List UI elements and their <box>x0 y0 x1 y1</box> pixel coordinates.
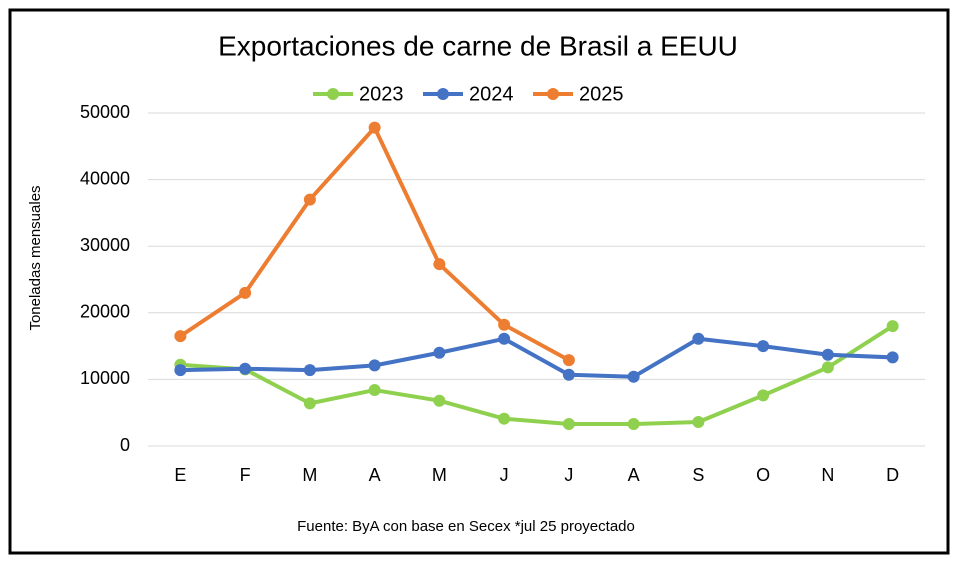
data-point <box>627 370 640 383</box>
data-point <box>757 389 770 402</box>
x-tick-label: J <box>564 465 573 485</box>
data-point <box>757 340 770 353</box>
data-point <box>239 362 252 375</box>
y-tick-label: 10000 <box>80 368 130 388</box>
series-line <box>180 336 893 379</box>
y-tick-label: 0 <box>120 435 130 455</box>
series-line <box>180 324 894 427</box>
data-point <box>174 364 187 377</box>
legend-marker <box>547 88 559 100</box>
data-point <box>627 418 640 431</box>
x-tick-label: A <box>369 465 381 485</box>
data-point <box>433 394 446 407</box>
data-point <box>433 258 446 271</box>
data-point <box>692 416 705 429</box>
frame <box>8 8 950 555</box>
x-tick-label: O <box>756 465 770 485</box>
data-point <box>303 397 316 410</box>
data-point <box>562 368 575 381</box>
data-point <box>498 332 511 345</box>
data-point <box>692 332 705 345</box>
data-point <box>562 418 575 431</box>
x-tick-label: F <box>240 465 251 485</box>
y-tick-label: 30000 <box>80 235 130 255</box>
y-axis-label: Toneladas mensuales <box>27 185 44 330</box>
source: Fuente: ByA con base en Secex *jul 25 pr… <box>297 518 635 535</box>
x-tick-label: M <box>302 465 317 485</box>
y-tick-label: 40000 <box>80 168 130 188</box>
data-point <box>821 361 834 374</box>
y-tick-label: 50000 <box>80 102 130 122</box>
data-point <box>498 318 511 331</box>
data-point <box>368 359 381 372</box>
chart-title: Exportaciones de carne de Brasil a EEUU <box>218 30 738 61</box>
legend-label: 2024 <box>469 83 514 105</box>
data-point <box>433 346 446 359</box>
x-tick-label: J <box>500 465 509 485</box>
data-point <box>821 348 834 361</box>
data-point <box>303 193 316 206</box>
legend-label: 2023 <box>359 83 404 105</box>
data-point <box>174 330 187 343</box>
legend-marker <box>437 88 449 100</box>
data-point <box>303 364 316 377</box>
data-point <box>368 121 381 134</box>
data-point <box>886 351 899 364</box>
x-tick-label: M <box>432 465 447 485</box>
legend-marker <box>327 88 339 100</box>
x-tick-label: A <box>628 465 640 485</box>
x-tick-label: E <box>174 465 186 485</box>
y-tick-label: 20000 <box>80 302 130 322</box>
x-tick-label: S <box>692 465 704 485</box>
x-tick-label: D <box>886 465 899 485</box>
data-point <box>562 354 575 367</box>
legend-label: 2025 <box>579 83 624 105</box>
data-point <box>239 286 252 299</box>
data-point <box>498 412 511 425</box>
data-point <box>886 320 899 333</box>
x-tick-label: N <box>821 465 834 485</box>
data-point <box>368 384 381 397</box>
